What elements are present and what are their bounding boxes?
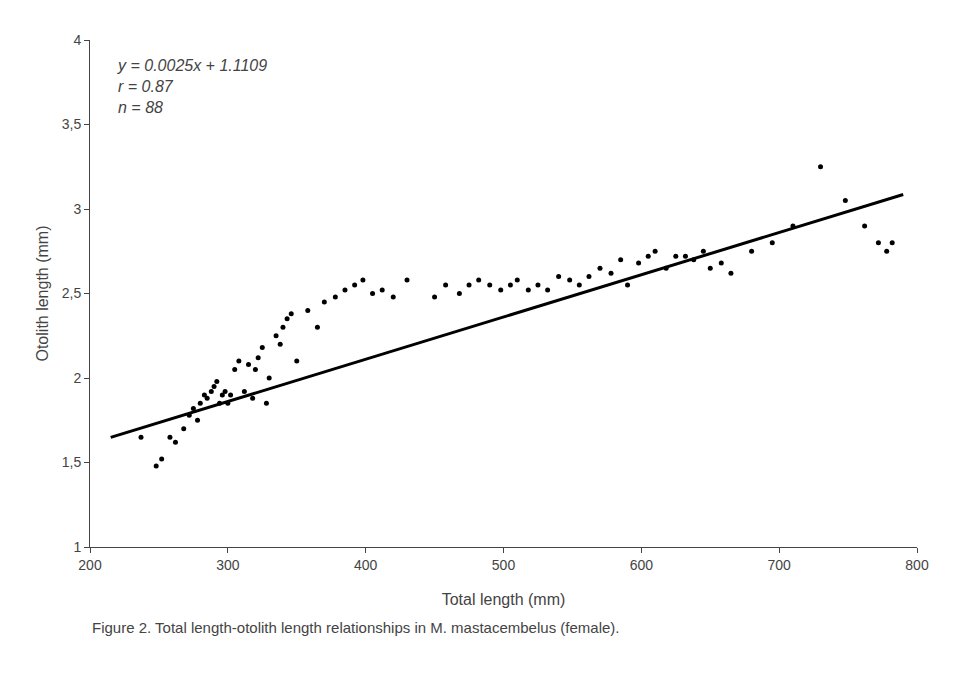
svg-text:3,5: 3,5 — [62, 116, 82, 132]
svg-text:Otolith length (mm): Otolith length (mm) — [34, 225, 51, 361]
svg-text:600: 600 — [630, 557, 654, 573]
svg-text:Total length (mm): Total length (mm) — [442, 591, 566, 608]
svg-text:800: 800 — [905, 557, 929, 573]
svg-text:y = 0.0025x + 1.1109r = 0.87n: y = 0.0025x + 1.1109r = 0.87n = 88 — [117, 57, 267, 116]
svg-text:400: 400 — [354, 557, 378, 573]
svg-text:3: 3 — [73, 201, 81, 217]
svg-text:1,5: 1,5 — [62, 454, 82, 470]
svg-text:500: 500 — [492, 557, 516, 573]
svg-text:700: 700 — [767, 557, 791, 573]
svg-text:2,5: 2,5 — [62, 285, 82, 301]
svg-text:4: 4 — [73, 32, 81, 48]
svg-text:1: 1 — [73, 539, 81, 555]
svg-text:Figure 2. Total length-otolith: Figure 2. Total length-otolith length re… — [92, 619, 619, 636]
svg-text:300: 300 — [216, 557, 240, 573]
svg-text:200: 200 — [78, 557, 102, 573]
svg-text:2: 2 — [73, 370, 81, 386]
